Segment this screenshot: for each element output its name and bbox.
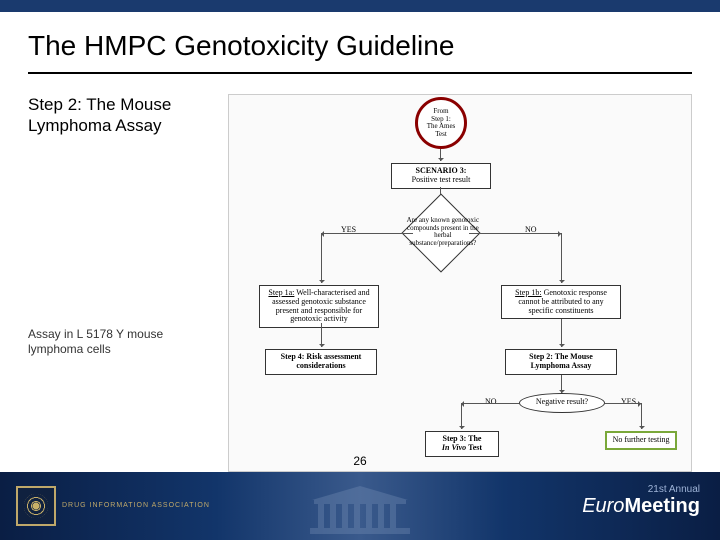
brand-pre: Euro (582, 495, 624, 517)
decision2-text: Negative result? (536, 397, 588, 406)
arrow-icon (461, 403, 519, 404)
node-no-further-testing: No further testing (605, 431, 677, 450)
assay-footnote: Assay in L 5178 Y mouse lymphoma cells (28, 327, 218, 358)
step4-text: Step 4: Risk assessment considerations (281, 352, 362, 370)
step3-l3: Test (468, 443, 482, 452)
arrow-icon (461, 403, 462, 429)
node-step1b: Step 1b: Genotoxic response cannot be at… (501, 285, 621, 319)
edge-label-yes2: YES (621, 397, 636, 406)
left-column: Step 2: The Mouse Lymphoma Assay Assay i… (28, 94, 228, 472)
step1a-title: Step 1a: (268, 288, 294, 297)
dia-rings-icon (24, 494, 48, 518)
node-scenario: SCENARIO 3: Positive test result (391, 163, 491, 189)
step3-l2: In Vivo (442, 443, 466, 452)
dia-logo: DRUG INFORMATION ASSOCIATION (16, 486, 210, 526)
arrow-icon (561, 319, 562, 347)
footer-bar: DRUG INFORMATION ASSOCIATION 21st Annual… (0, 472, 720, 540)
scenario-sub: Positive test result (412, 175, 471, 184)
arrow-icon (561, 233, 562, 283)
start-line4: Test (422, 131, 460, 139)
node-decision-negative: Negative result? (519, 393, 605, 413)
euromeeting-wordmark: EuroMeeting (582, 495, 700, 518)
step3-l1: Step 3: The (443, 434, 482, 443)
arrow-icon (321, 233, 413, 234)
node-step1a: Step 1a: Well-characterised and assessed… (259, 285, 379, 328)
node-step2: Step 2: The Mouse Lymphoma Assay (505, 349, 617, 375)
arrow-icon (321, 323, 322, 347)
parthenon-icon (300, 480, 420, 540)
footer-background: DRUG INFORMATION ASSOCIATION 21st Annual… (0, 472, 720, 540)
euromeeting-brand: 21st Annual EuroMeeting (582, 484, 700, 518)
dia-logo-text: DRUG INFORMATION ASSOCIATION (62, 502, 210, 510)
stop-text: No further testing (613, 435, 670, 444)
brand-post: Meeting (624, 495, 700, 517)
arrow-icon (641, 403, 642, 429)
step2-text: Step 2: The Mouse Lymphoma Assay (529, 352, 593, 370)
content-row: Step 2: The Mouse Lymphoma Assay Assay i… (0, 82, 720, 472)
annual-label: 21st Annual (582, 484, 700, 495)
arrow-icon (561, 375, 562, 393)
title-area: The HMPC Genotoxicity Guideline (0, 12, 720, 82)
scenario-label: SCENARIO 3: (416, 166, 467, 175)
node-start-circle: From Step 1: The Ames Test (415, 97, 467, 149)
step1b-title: Step 1b: (515, 288, 541, 297)
node-step3: Step 3: The In Vivo Test (425, 431, 499, 457)
arrow-icon (440, 149, 441, 161)
step-heading: Step 2: The Mouse Lymphoma Assay (28, 94, 218, 137)
top-accent-bar (0, 0, 720, 12)
node-step4: Step 4: Risk assessment considerations (265, 349, 377, 375)
dia-logo-square (16, 486, 56, 526)
page-number: 26 (353, 454, 366, 468)
arrow-icon (321, 233, 322, 283)
page-title: The HMPC Genotoxicity Guideline (28, 30, 692, 74)
edge-label-no2: NO (485, 397, 497, 406)
arrow-icon (605, 403, 641, 404)
flowchart: From Step 1: The Ames Test SCENARIO 3: P… (228, 94, 692, 472)
arrow-icon (469, 233, 561, 234)
